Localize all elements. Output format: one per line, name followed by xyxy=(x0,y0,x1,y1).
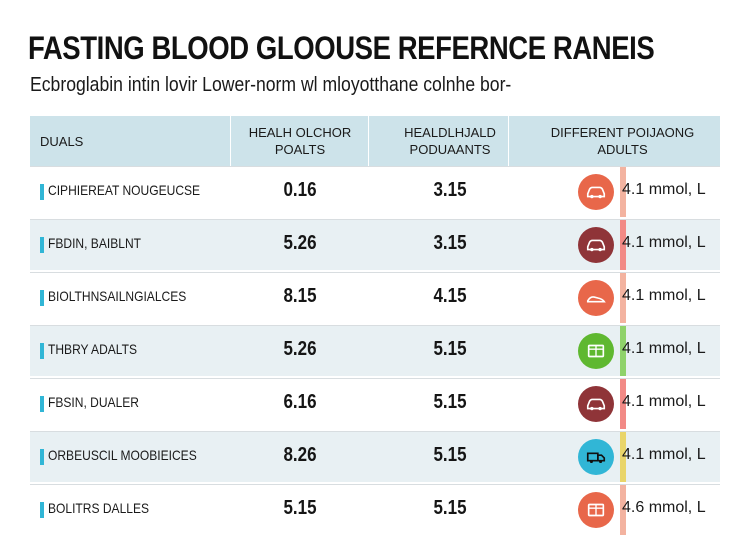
table-row: THBRY ADALTS 5.26 5.15 4.1 mmol, L xyxy=(30,325,720,376)
table-row: BOLITRS DALLES 5.15 5.15 4.6 mmol, L xyxy=(30,484,720,535)
row-marker xyxy=(40,343,44,359)
table-row: CIPHIEREAT NOUGEUCSE 0.16 3.15 4.1 mmol, L xyxy=(30,166,720,217)
healthy-adults-value: 5.26 xyxy=(283,232,317,254)
row-marker xyxy=(40,184,44,200)
mmol-value: 4.1 mmol, L xyxy=(622,446,706,463)
healthy-adults-value: 8.15 xyxy=(283,285,317,307)
healthy-pregnant-value: 5.15 xyxy=(433,391,467,413)
healthy-pregnant-value: 4.15 xyxy=(433,285,467,307)
mmol-value: 4.1 mmol, L xyxy=(622,340,706,357)
table-row: FBDIN, BAIBLNT 5.26 3.15 4.1 mmol, L xyxy=(30,219,720,270)
row-label: CIPHIEREAT NOUGEUCSE xyxy=(48,182,201,198)
row-marker xyxy=(40,290,44,306)
healthy-pregnant-value: 5.15 xyxy=(433,444,467,466)
mmol-value: 4.1 mmol, L xyxy=(622,234,706,251)
table-row: ORBEUSCIL MOOBIEICES 8.26 5.15 4.1 mmol, L xyxy=(30,431,720,482)
healthy-adults-value: 5.26 xyxy=(283,338,317,360)
row-marker xyxy=(40,449,44,465)
header-duals: DUALS xyxy=(40,133,84,149)
header-divider xyxy=(368,116,369,166)
header-divider xyxy=(508,116,509,166)
color-strip xyxy=(620,432,626,482)
color-strip xyxy=(620,379,626,429)
row-label: BOLITRS DALLES xyxy=(48,500,150,516)
row-marker xyxy=(40,237,44,253)
shoe-icon xyxy=(578,280,614,316)
healthy-pregnant-value: 3.15 xyxy=(433,232,467,254)
healthy-adults-value: 0.16 xyxy=(283,179,317,201)
healthy-adults-value: 5.15 xyxy=(283,497,317,519)
mmol-value: 4.6 mmol, L xyxy=(622,499,706,516)
car-icon xyxy=(578,386,614,422)
reference-table: DUALS HEALH OLCHOR POALTS HEALDLHJALD PO… xyxy=(30,116,720,535)
page-subtitle: Ecbroglabin intin lovir Lower-norm wl ml… xyxy=(30,74,512,96)
row-label: FBDIN, BAIBLNT xyxy=(48,235,142,251)
table-header: DUALS HEALH OLCHOR POALTS HEALDLHJALD PO… xyxy=(30,116,720,166)
healthy-adults-value: 8.26 xyxy=(283,444,317,466)
healthy-adults-value: 6.16 xyxy=(283,391,317,413)
row-label: ORBEUSCIL MOOBIEICES xyxy=(48,447,197,463)
table-row: BIOLTHNSAILNGIALCES 8.15 4.15 4.1 mmol, L xyxy=(30,272,720,323)
mmol-value: 4.1 mmol, L xyxy=(622,393,706,410)
healthy-pregnant-value: 3.15 xyxy=(433,179,467,201)
car-icon xyxy=(578,174,614,210)
header-healthy-adults: HEALH OLCHOR POALTS xyxy=(248,125,352,157)
truck-icon xyxy=(578,439,614,475)
color-strip xyxy=(620,220,626,270)
healthy-pregnant-value: 5.15 xyxy=(433,338,467,360)
mmol-value: 4.1 mmol, L xyxy=(622,181,706,198)
box-icon xyxy=(578,492,614,528)
row-marker xyxy=(40,502,44,518)
table-row: FBSIN, DUALER 6.16 5.15 4.1 mmol, L xyxy=(30,378,720,429)
row-marker xyxy=(40,396,44,412)
row-label: FBSIN, DUALER xyxy=(48,394,139,410)
color-strip xyxy=(620,326,626,376)
color-strip xyxy=(620,167,626,217)
header-different-adults: DIFFERENT POIJAONG ADULTS xyxy=(550,125,695,157)
header-divider xyxy=(230,116,231,166)
page-title: FASTING BLOOD GLOOUSE REFERNCE RANEIS xyxy=(28,30,655,66)
car-icon xyxy=(578,227,614,263)
healthy-pregnant-value: 5.15 xyxy=(433,497,467,519)
header-healthy-pregnant: HEALDLHJALD PODUAANTS xyxy=(404,125,496,157)
color-strip xyxy=(620,273,626,323)
row-label: THBRY ADALTS xyxy=(48,341,137,357)
row-label: BIOLTHNSAILNGIALCES xyxy=(48,288,187,304)
mmol-value: 4.1 mmol, L xyxy=(622,287,706,304)
box-icon xyxy=(578,333,614,369)
